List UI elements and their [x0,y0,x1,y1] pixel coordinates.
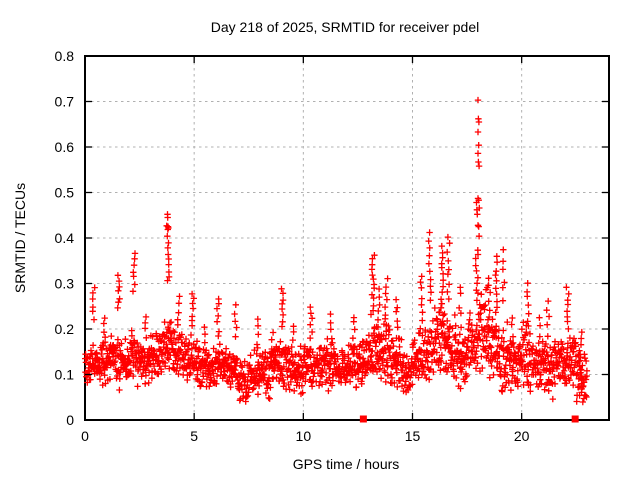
y-tick-label: 0.5 [55,185,75,201]
y-tick-label: 0.4 [55,230,75,246]
y-tick-label: 0.7 [55,94,75,110]
x-tick-label: 0 [81,428,89,444]
y-axis-label: SRMTID / TECUs [12,183,28,293]
y-tick-label: 0.6 [55,139,75,155]
y-tick-label: 0 [66,412,74,428]
x-tick-label: 10 [296,428,312,444]
x-tick-label: 5 [190,428,198,444]
y-tick-label: 0.2 [55,321,75,337]
flagged-epoch-square-marker [571,415,579,423]
srmtid-plus-markers [82,96,591,406]
axis-ticks [84,55,609,421]
x-tick-label: 20 [514,428,530,444]
y-tick-label: 0.3 [55,276,75,292]
y-tick-label: 0.1 [55,367,75,383]
flagged-epoch-square-marker [359,415,367,423]
x-axis-label: GPS time / hours [293,456,400,472]
x-tick-label: 15 [405,428,421,444]
chart-title: Day 218 of 2025, SRMTID for receiver pde… [211,19,479,35]
gridlines [85,56,609,420]
data-points [82,96,591,423]
axis-tick-labels: 0 5 10 15 20 0 0.1 0.2 0.3 0.4 0.5 0.6 0.7 0.8 [55,48,530,444]
y-tick-label: 0.8 [55,48,75,64]
